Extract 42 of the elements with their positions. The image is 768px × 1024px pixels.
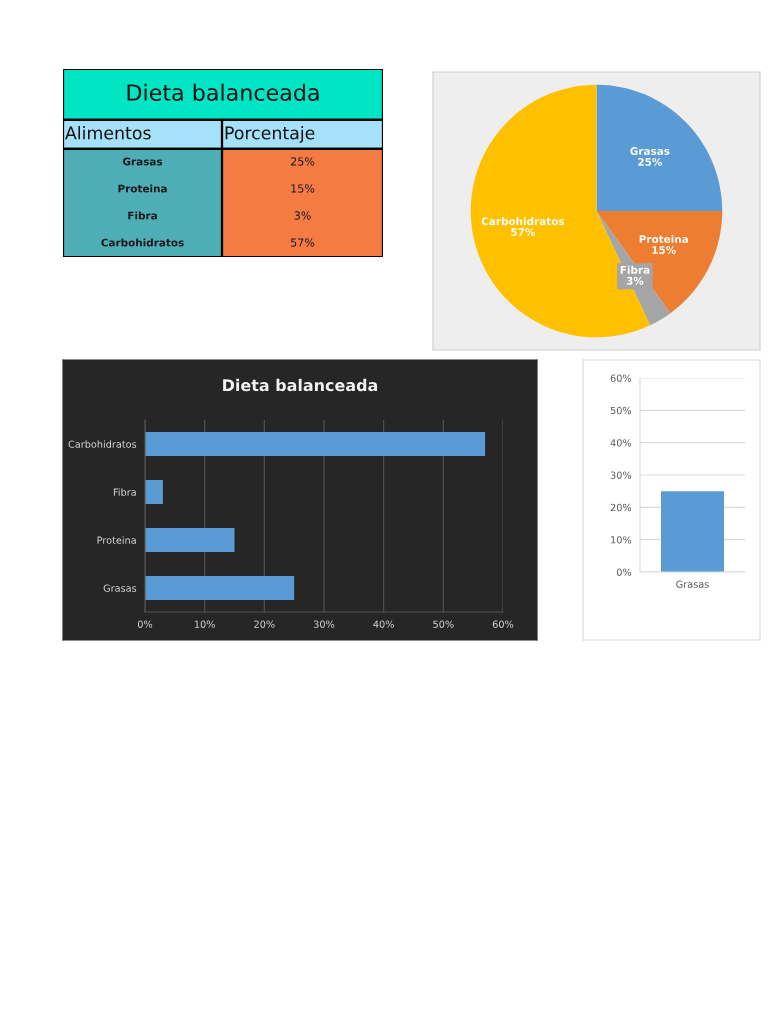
y-tick-label: 60%	[610, 374, 632, 382]
slice-label: Proteina	[639, 234, 688, 244]
x-tick-label: 50%	[433, 620, 454, 628]
data-label: 3%	[626, 276, 644, 285]
slice-label: Carbohidratos	[481, 217, 565, 226]
bar	[145, 432, 486, 456]
text: Proteina	[118, 184, 167, 193]
x-tick-label: 60%	[492, 620, 514, 628]
y-tick-label: Proteina	[97, 536, 136, 544]
text: Porcentaje	[225, 126, 315, 143]
x-tick-label: 20%	[254, 620, 275, 628]
x-tick-label: 10%	[194, 620, 215, 628]
y-tick-label: 20%	[610, 503, 632, 512]
text: 57%	[291, 238, 315, 247]
y-tick-label: Fibra	[113, 488, 136, 496]
text: Grasas	[122, 157, 163, 166]
y-tick-label: 10%	[611, 536, 632, 544]
slice-label: Fibra	[620, 265, 650, 274]
x-tick-label: 0%	[137, 620, 153, 628]
y-tick-label: Carbohidratos	[68, 440, 137, 448]
bar	[145, 480, 163, 504]
bar	[145, 528, 235, 552]
y-tick-label: 0%	[616, 568, 632, 576]
x-tick-label: 40%	[373, 620, 394, 628]
y-tick-label: 40%	[610, 439, 632, 447]
slice-label: Grasas	[630, 147, 670, 155]
text: 25%	[290, 157, 315, 166]
y-tick-label: Grasas	[103, 584, 137, 592]
chart-title: Dieta balanceada	[223, 378, 378, 392]
data-label: 15%	[652, 246, 676, 254]
bar	[145, 576, 295, 600]
text: Dieta balanceada	[127, 83, 319, 101]
text: Alimentos	[65, 126, 151, 140]
data-label: 25%	[638, 157, 662, 166]
y-tick-label: 30%	[610, 471, 632, 479]
x-tick-label: 30%	[313, 620, 335, 628]
text: 15%	[291, 184, 315, 193]
text: 3%	[294, 211, 311, 220]
pie-slice	[596, 84, 723, 211]
data-label: 57%	[511, 228, 535, 236]
text: Fibra	[128, 211, 157, 220]
y-tick-label: 50%	[610, 406, 632, 415]
